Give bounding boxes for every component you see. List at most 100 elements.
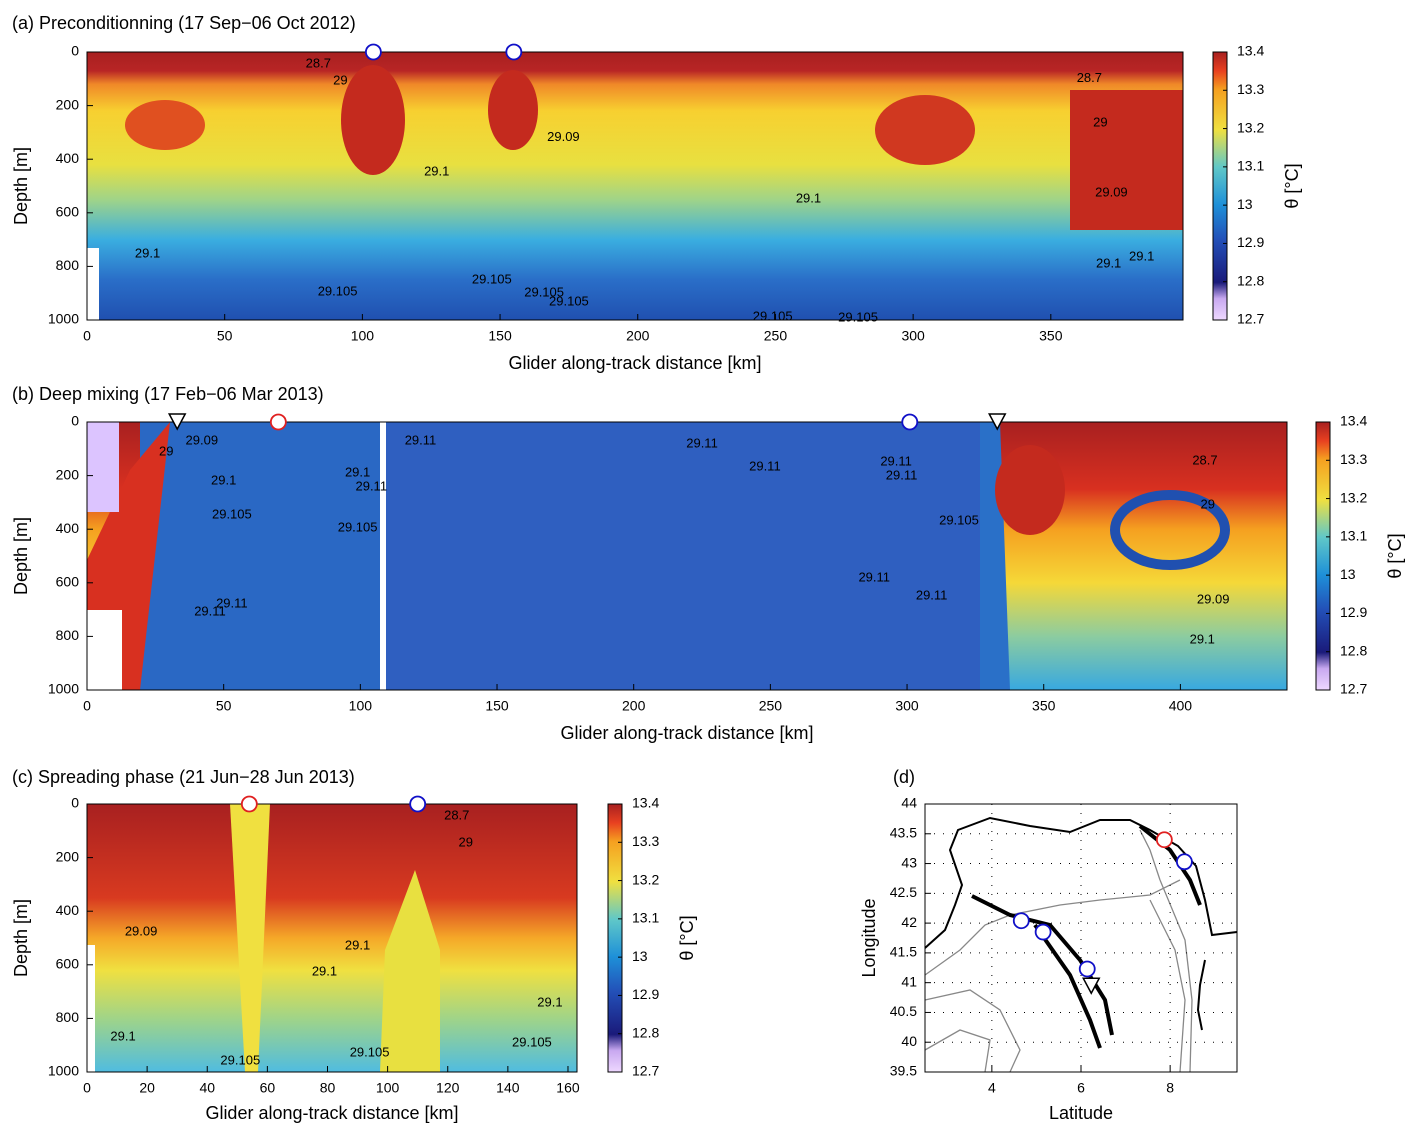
colorbar-tick-label: 12.9 (632, 986, 659, 1002)
contour-label: 29.11 (749, 458, 781, 473)
y-tick-label: 1000 (48, 311, 79, 327)
marker-circle (1034, 923, 1052, 941)
colorbar-tick-label: 13 (632, 948, 648, 964)
contour-label: 29.1 (345, 464, 370, 479)
contour-label: 29.105 (472, 272, 512, 287)
colorbar (607, 803, 623, 1073)
contour-label: 29.105 (524, 284, 564, 299)
contour-label: 29.1 (1190, 631, 1215, 646)
x-tick-label: 350 (1039, 328, 1063, 344)
panel-title: (b) Deep mixing (17 Feb−06 Mar 2013) (12, 384, 324, 404)
colorbar-tick-label: 12.9 (1340, 604, 1367, 620)
plot-frame (86, 803, 578, 1073)
y-tick-label: 0 (71, 413, 79, 429)
contour-label: 29.105 (350, 1044, 390, 1059)
x-tick-label: 0 (83, 328, 91, 344)
contour-label: 29 (1200, 497, 1214, 512)
x-tick-label: 50 (217, 328, 233, 344)
contour-label: 29.105 (939, 512, 979, 527)
panel-title: (d) (893, 767, 915, 787)
contour-label: 29.105 (220, 1052, 260, 1067)
colorbar-tick-label: 12.8 (1237, 272, 1264, 288)
marker-circle (1176, 853, 1193, 871)
y-tick-label: 1000 (48, 1063, 79, 1079)
x-tick-label: 50 (216, 698, 232, 714)
contour-label: 29.11 (194, 603, 226, 618)
x-tick-label: 100 (349, 698, 373, 714)
contour-label: 29.11 (686, 435, 718, 450)
marker-circle (901, 413, 919, 431)
x-axis-label: Latitude (1049, 1103, 1113, 1123)
y-tick-label: 400 (56, 150, 80, 166)
field-b (87, 422, 1287, 690)
x-tick-label: 200 (622, 698, 646, 714)
x-tick-label: 0 (83, 1080, 91, 1096)
contour-label: 29.1 (1129, 248, 1154, 263)
colorbar-tick-label: 12.8 (1340, 642, 1367, 658)
x-axis-label: Glider along-track distance [km] (560, 723, 813, 743)
colorbar (1315, 421, 1331, 691)
plot-frame (86, 421, 1288, 691)
contour-label: 29.1 (110, 1028, 135, 1043)
marker-circle (364, 43, 382, 61)
marker-circle (1012, 912, 1030, 930)
contour-label: 29.1 (796, 190, 821, 205)
y-axis-label: Depth [m] (11, 147, 31, 225)
contour-label: 29.1 (211, 472, 236, 487)
x-tick-label: 250 (764, 328, 788, 344)
y-tick-label: 200 (56, 466, 80, 482)
colorbar-tick-label: 12.7 (632, 1063, 659, 1079)
y-tick-label: 1000 (48, 681, 79, 697)
y-tick-label: 800 (56, 1009, 80, 1025)
field-c (87, 804, 577, 1072)
colorbar-label: θ [°C] (1282, 163, 1302, 208)
x-tick-label: 150 (488, 328, 512, 344)
x-tick-label: 100 (351, 328, 375, 344)
x-tick-label: 0 (83, 698, 91, 714)
contour-label: 29.09 (186, 432, 219, 447)
x-tick-label: 80 (320, 1080, 336, 1096)
panel-title: (c) Spreading phase (21 Jun−28 Jun 2013) (12, 767, 355, 787)
y-tick-label: 44 (901, 795, 917, 811)
colorbar-tick-label: 13.1 (1237, 158, 1264, 174)
x-tick-label: 6 (1077, 1080, 1085, 1096)
y-tick-label: 43 (901, 854, 917, 870)
y-tick-label: 43.5 (890, 824, 917, 840)
y-tick-label: 600 (56, 956, 80, 972)
y-tick-label: 400 (56, 520, 80, 536)
panel-title: (a) Preconditionning (17 Sep−06 Oct 2012… (12, 13, 356, 33)
y-tick-label: 41.5 (890, 944, 917, 960)
y-tick-label: 800 (56, 257, 80, 273)
x-axis-label: Glider along-track distance [km] (508, 353, 761, 373)
x-tick-label: 160 (556, 1080, 580, 1096)
y-axis-label: Depth [m] (11, 899, 31, 977)
x-tick-label: 100 (376, 1080, 400, 1096)
y-tick-label: 41 (901, 973, 917, 989)
colorbar (1212, 51, 1228, 321)
contour-label: 29.1 (424, 164, 449, 179)
colorbar-tick-label: 13.2 (1237, 119, 1264, 135)
contour-label: 29 (159, 443, 173, 458)
marker-triangle (1082, 977, 1101, 995)
marker-circle (1155, 831, 1173, 849)
x-tick-label: 60 (260, 1080, 276, 1096)
y-axis-label: Depth [m] (11, 517, 31, 595)
contour-label: 29.11 (355, 479, 387, 494)
colorbar-tick-label: 12.7 (1340, 681, 1367, 697)
marker-triangle (988, 413, 1007, 431)
x-tick-label: 300 (901, 328, 925, 344)
marker-circle (409, 795, 427, 813)
y-tick-label: 200 (56, 848, 80, 864)
colorbar-tick-label: 12.9 (1237, 234, 1264, 250)
colorbar-tick-label: 13.4 (1237, 43, 1264, 59)
colorbar-tick-label: 12.8 (632, 1024, 659, 1040)
contour-label: 29 (1093, 114, 1107, 129)
x-tick-label: 200 (626, 328, 650, 344)
marker-triangle (167, 413, 187, 431)
x-tick-label: 120 (436, 1080, 460, 1096)
x-tick-label: 300 (895, 698, 919, 714)
contour-label: 29.09 (125, 924, 158, 939)
contour-label: 29.1 (1096, 255, 1121, 270)
contour-label: 29.11 (405, 432, 437, 447)
